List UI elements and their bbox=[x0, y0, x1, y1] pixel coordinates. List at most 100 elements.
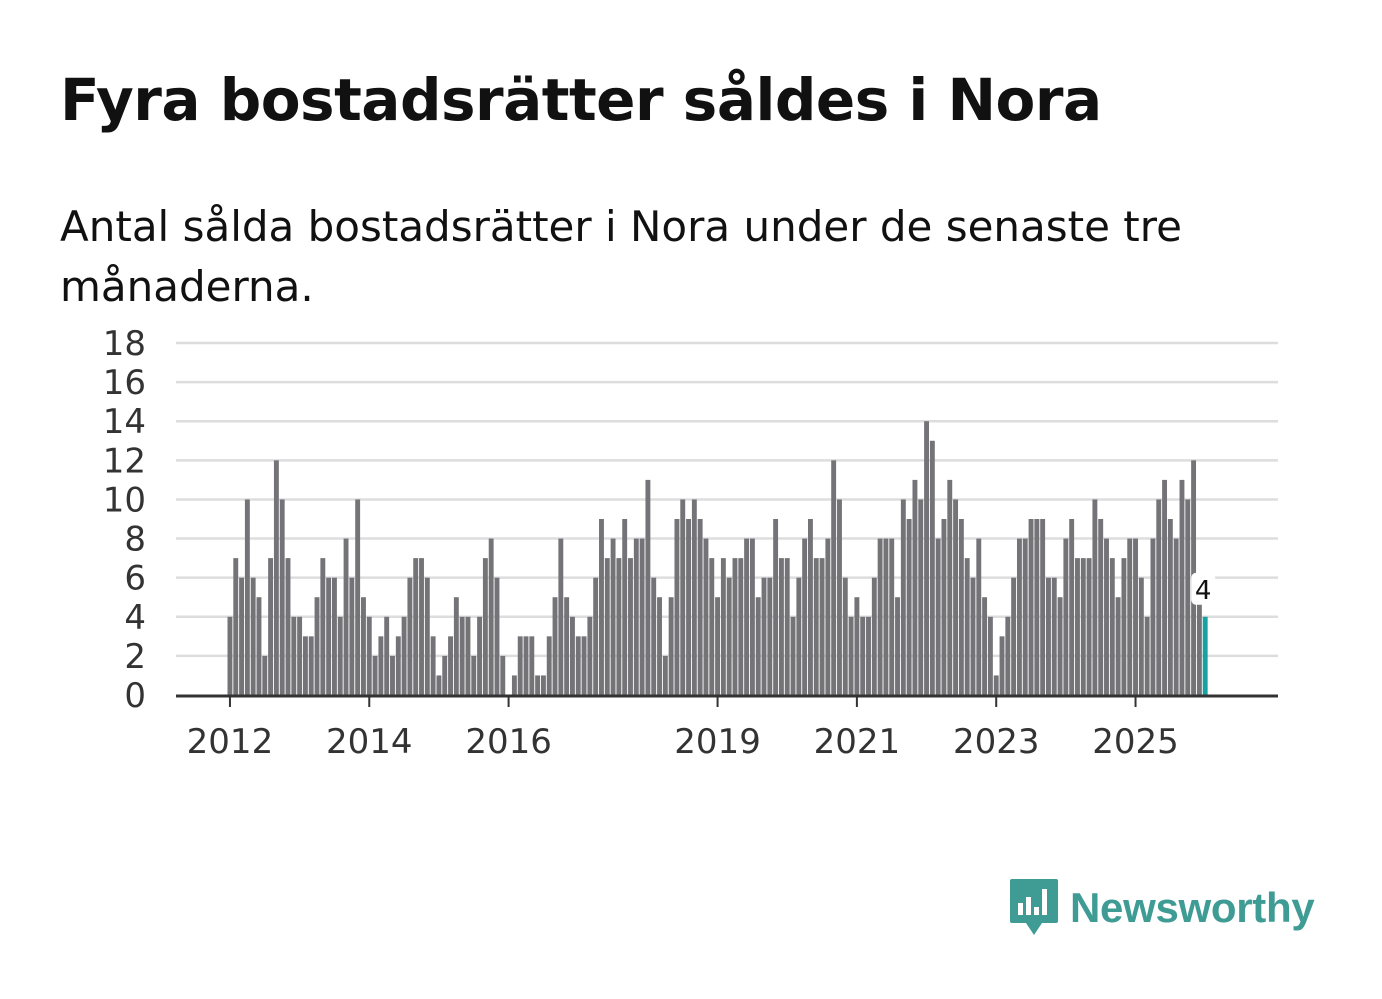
bar bbox=[500, 655, 506, 695]
bar bbox=[674, 519, 680, 695]
bar bbox=[1022, 538, 1028, 695]
bar bbox=[744, 538, 750, 695]
bar bbox=[361, 597, 366, 695]
bar bbox=[964, 558, 970, 695]
x-axis-ticks: 2012 2014 2016 2019 2021 2023 2025 bbox=[187, 696, 1179, 762]
bar bbox=[465, 616, 471, 695]
bar bbox=[459, 616, 465, 695]
x-tick-label: 2021 bbox=[814, 722, 901, 762]
bar bbox=[1086, 558, 1092, 695]
bar bbox=[1069, 519, 1075, 695]
bar bbox=[517, 636, 523, 695]
bar bbox=[511, 675, 517, 695]
bar bbox=[477, 616, 483, 695]
bar bbox=[889, 538, 895, 695]
bar bbox=[1063, 538, 1069, 695]
bar bbox=[796, 577, 802, 695]
y-tick-label: 4 bbox=[124, 598, 146, 638]
bar bbox=[575, 636, 581, 695]
bar bbox=[1133, 538, 1138, 695]
bar bbox=[761, 577, 767, 695]
bar bbox=[1167, 519, 1173, 695]
y-tick-label: 16 bbox=[103, 363, 146, 403]
bar bbox=[494, 577, 500, 695]
bar bbox=[1104, 538, 1109, 695]
bar bbox=[448, 636, 453, 695]
bar bbox=[540, 675, 546, 695]
bar bbox=[1011, 577, 1017, 695]
bar bbox=[424, 577, 430, 695]
bar bbox=[726, 577, 732, 695]
bar bbox=[1109, 558, 1115, 695]
y-tick-label: 0 bbox=[124, 676, 146, 716]
bar bbox=[842, 577, 848, 695]
bar bbox=[639, 538, 645, 695]
bar bbox=[860, 616, 866, 695]
bar bbox=[819, 558, 825, 695]
newsworthy-logo[interactable]: Newsworthy bbox=[1008, 877, 1315, 939]
bar bbox=[935, 538, 941, 695]
bar bbox=[430, 636, 436, 695]
bar bbox=[691, 499, 697, 695]
bar bbox=[366, 616, 372, 695]
bar bbox=[262, 655, 268, 695]
bar bbox=[715, 597, 721, 695]
bar bbox=[697, 519, 703, 695]
bar bbox=[453, 597, 459, 695]
bar bbox=[291, 616, 297, 695]
bar bbox=[1173, 538, 1179, 695]
bar bbox=[244, 499, 250, 695]
bar bbox=[1202, 616, 1208, 695]
bar bbox=[680, 499, 686, 695]
bar bbox=[239, 577, 245, 695]
bar bbox=[407, 577, 413, 695]
bar bbox=[749, 538, 755, 695]
bar bbox=[1016, 538, 1022, 695]
bar bbox=[1144, 616, 1150, 695]
bar bbox=[900, 499, 906, 695]
bar bbox=[866, 616, 871, 695]
x-tick-label: 2012 bbox=[187, 722, 274, 762]
bar bbox=[250, 577, 256, 695]
bar bbox=[599, 519, 604, 695]
bar bbox=[268, 558, 274, 695]
bar-series bbox=[227, 421, 1208, 695]
bar bbox=[831, 460, 837, 695]
bar bbox=[883, 538, 889, 695]
bar bbox=[668, 597, 674, 695]
bar bbox=[790, 616, 796, 695]
bar bbox=[1156, 499, 1162, 695]
bar bbox=[297, 616, 303, 695]
bar bbox=[308, 636, 314, 695]
bar bbox=[570, 616, 575, 695]
bar bbox=[947, 479, 953, 695]
brand-name: Newsworthy bbox=[1070, 884, 1315, 931]
newsworthy-logo-icon bbox=[1010, 879, 1058, 935]
bar bbox=[442, 655, 448, 695]
y-tick-label: 14 bbox=[103, 402, 146, 442]
bar bbox=[395, 636, 401, 695]
bar bbox=[1162, 479, 1168, 695]
bar bbox=[720, 558, 726, 695]
bar bbox=[616, 558, 622, 695]
chart-subtitle: Antal sålda bostadsrätter i Nora under d… bbox=[60, 202, 1182, 311]
bar bbox=[535, 675, 541, 695]
bar bbox=[1040, 519, 1046, 695]
bar bbox=[662, 655, 668, 695]
bar bbox=[993, 675, 999, 695]
bar bbox=[482, 558, 488, 695]
bar bbox=[279, 499, 285, 695]
bar bbox=[848, 616, 854, 695]
bar bbox=[976, 538, 982, 695]
bar bbox=[343, 538, 349, 695]
y-tick-label: 6 bbox=[124, 559, 146, 599]
bar bbox=[413, 558, 419, 695]
bar bbox=[686, 519, 691, 695]
y-tick-label: 8 bbox=[124, 520, 146, 560]
bar bbox=[1121, 558, 1127, 695]
bar bbox=[1034, 519, 1040, 695]
x-tick-label: 2014 bbox=[326, 722, 413, 762]
bar bbox=[529, 636, 535, 695]
